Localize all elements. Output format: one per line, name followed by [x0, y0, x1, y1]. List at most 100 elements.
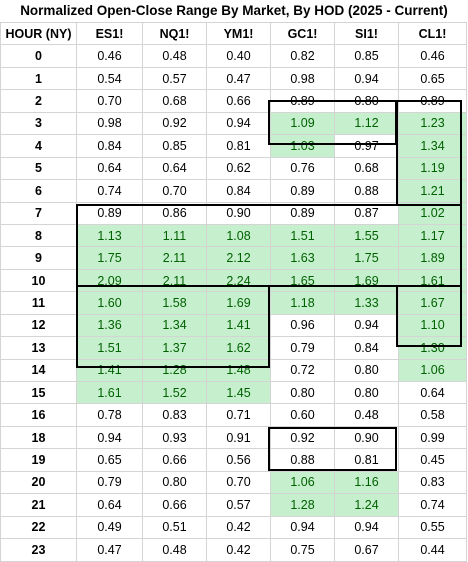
value-cell[interactable]: 0.78	[76, 403, 143, 427]
value-cell[interactable]: 1.69	[334, 268, 399, 293]
header-market[interactable]: GC1!	[270, 21, 335, 46]
value-cell[interactable]: 2.11	[142, 246, 207, 270]
value-cell[interactable]: 1.34	[142, 313, 207, 338]
value-cell[interactable]: 0.88	[334, 179, 399, 203]
value-cell[interactable]: 1.23	[398, 111, 467, 136]
value-cell[interactable]: 0.92	[270, 425, 335, 450]
value-cell[interactable]: 0.99	[398, 425, 467, 450]
value-cell[interactable]: 1.11	[142, 223, 207, 248]
value-cell[interactable]: 0.89	[76, 201, 143, 225]
header-market[interactable]: NQ1!	[142, 21, 207, 46]
hour-cell[interactable]: 22	[0, 515, 77, 540]
hour-cell[interactable]: 7	[0, 201, 77, 225]
value-cell[interactable]: 1.75	[334, 246, 399, 270]
value-cell[interactable]: 0.70	[142, 179, 207, 203]
value-cell[interactable]: 0.49	[76, 515, 143, 540]
value-cell[interactable]: 0.94	[334, 66, 399, 91]
value-cell[interactable]: 0.68	[142, 89, 207, 113]
value-cell[interactable]: 1.36	[76, 313, 143, 338]
hour-cell[interactable]: 6	[0, 179, 77, 203]
value-cell[interactable]: 0.75	[270, 538, 335, 562]
value-cell[interactable]: 0.92	[142, 111, 207, 136]
hour-cell[interactable]: 19	[0, 448, 77, 472]
value-cell[interactable]: 0.57	[206, 493, 271, 517]
value-cell[interactable]: 0.44	[398, 538, 467, 562]
value-cell[interactable]: 1.28	[270, 493, 335, 517]
header-market[interactable]: ES1!	[76, 21, 143, 46]
value-cell[interactable]: 0.64	[76, 493, 143, 517]
value-cell[interactable]: 1.13	[76, 223, 143, 248]
value-cell[interactable]: 0.70	[76, 89, 143, 113]
value-cell[interactable]: 1.69	[206, 291, 271, 315]
header-market[interactable]: CL1!	[398, 21, 467, 46]
value-cell[interactable]: 1.21	[398, 179, 467, 203]
hour-cell[interactable]: 13	[0, 336, 77, 360]
value-cell[interactable]: 0.68	[334, 156, 399, 181]
value-cell[interactable]: 0.58	[398, 403, 467, 427]
value-cell[interactable]: 0.42	[206, 538, 271, 562]
value-cell[interactable]: 0.46	[76, 44, 143, 68]
value-cell[interactable]: 0.98	[270, 66, 335, 91]
value-cell[interactable]: 0.85	[334, 44, 399, 68]
hour-cell[interactable]: 5	[0, 156, 77, 181]
hour-cell[interactable]: 14	[0, 358, 77, 383]
value-cell[interactable]: 1.33	[334, 291, 399, 315]
value-cell[interactable]: 1.17	[398, 223, 467, 248]
value-cell[interactable]: 0.82	[270, 44, 335, 68]
value-cell[interactable]: 1.37	[142, 336, 207, 360]
value-cell[interactable]: 1.30	[398, 336, 467, 360]
value-cell[interactable]: 1.24	[334, 493, 399, 517]
value-cell[interactable]: 0.42	[206, 515, 271, 540]
value-cell[interactable]: 1.61	[76, 380, 143, 405]
value-cell[interactable]: 0.64	[142, 156, 207, 181]
hour-cell[interactable]: 21	[0, 493, 77, 517]
value-cell[interactable]: 1.10	[398, 313, 467, 338]
value-cell[interactable]: 0.62	[206, 156, 271, 181]
value-cell[interactable]: 1.06	[398, 358, 467, 383]
value-cell[interactable]: 0.56	[206, 448, 271, 472]
hour-cell[interactable]: 18	[0, 425, 77, 450]
hour-cell[interactable]: 15	[0, 380, 77, 405]
hour-cell[interactable]: 10	[0, 268, 77, 293]
value-cell[interactable]: 0.80	[334, 89, 399, 113]
value-cell[interactable]: 1.51	[76, 336, 143, 360]
value-cell[interactable]: 0.48	[142, 538, 207, 562]
value-cell[interactable]: 1.52	[142, 380, 207, 405]
value-cell[interactable]: 0.76	[270, 156, 335, 181]
hour-cell[interactable]: 0	[0, 44, 77, 68]
value-cell[interactable]: 1.58	[142, 291, 207, 315]
value-cell[interactable]: 0.94	[206, 111, 271, 136]
value-cell[interactable]: 1.28	[142, 358, 207, 383]
value-cell[interactable]: 0.98	[76, 111, 143, 136]
value-cell[interactable]: 0.65	[76, 448, 143, 472]
header-market[interactable]: SI1!	[334, 21, 399, 46]
value-cell[interactable]: 0.91	[206, 425, 271, 450]
value-cell[interactable]: 1.45	[206, 380, 271, 405]
value-cell[interactable]: 0.86	[142, 201, 207, 225]
value-cell[interactable]: 0.79	[270, 336, 335, 360]
value-cell[interactable]: 0.89	[270, 179, 335, 203]
value-cell[interactable]: 2.12	[206, 246, 271, 270]
value-cell[interactable]: 0.97	[334, 134, 399, 158]
value-cell[interactable]: 0.94	[270, 515, 335, 540]
value-cell[interactable]: 0.65	[398, 66, 467, 91]
value-cell[interactable]: 0.80	[270, 380, 335, 405]
value-cell[interactable]: 1.12	[334, 111, 399, 136]
hour-cell[interactable]: 12	[0, 313, 77, 338]
value-cell[interactable]: 0.64	[76, 156, 143, 181]
value-cell[interactable]: 1.60	[76, 291, 143, 315]
value-cell[interactable]: 2.11	[142, 268, 207, 293]
value-cell[interactable]: 0.74	[398, 493, 467, 517]
value-cell[interactable]: 0.83	[398, 470, 467, 495]
value-cell[interactable]: 1.02	[398, 201, 467, 225]
value-cell[interactable]: 0.80	[334, 358, 399, 383]
value-cell[interactable]: 0.90	[206, 201, 271, 225]
value-cell[interactable]: 0.93	[142, 425, 207, 450]
value-cell[interactable]: 0.51	[142, 515, 207, 540]
hour-cell[interactable]: 2	[0, 89, 77, 113]
value-cell[interactable]: 0.72	[270, 358, 335, 383]
value-cell[interactable]: 0.60	[270, 403, 335, 427]
value-cell[interactable]: 0.84	[206, 179, 271, 203]
value-cell[interactable]: 2.09	[76, 268, 143, 293]
value-cell[interactable]: 1.41	[76, 358, 143, 383]
